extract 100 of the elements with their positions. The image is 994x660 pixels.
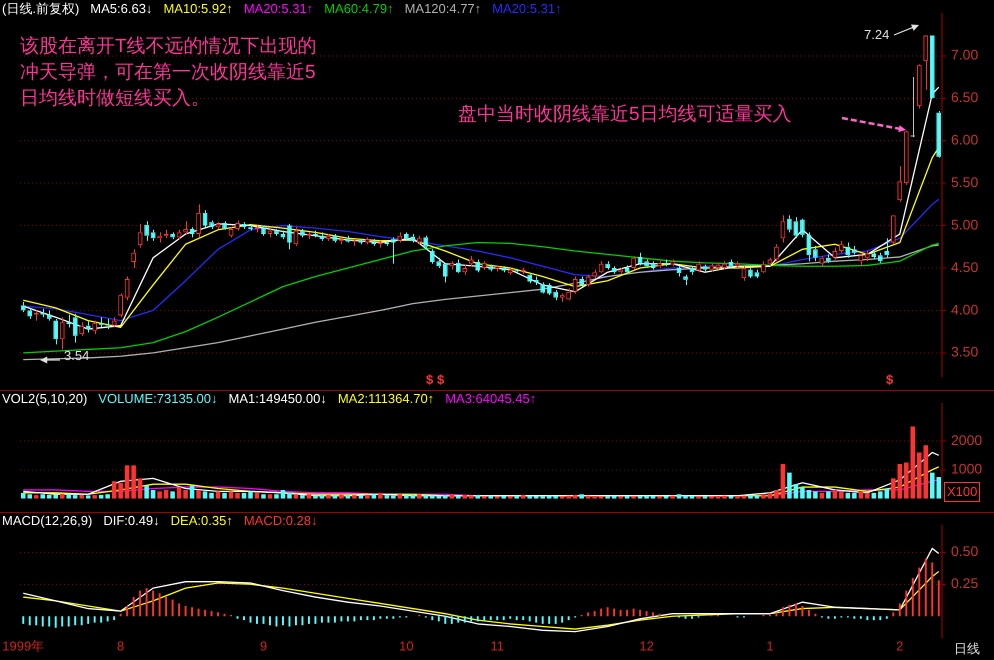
text: VOLUME:73135.00↓ — [98, 391, 218, 406]
bar — [754, 496, 760, 499]
bar — [501, 496, 506, 499]
text: X100 — [944, 482, 980, 502]
bar — [852, 492, 857, 499]
bar — [624, 496, 630, 499]
bar — [216, 491, 220, 499]
candlestick — [638, 252, 642, 266]
candlestick — [650, 260, 656, 270]
candlestick — [780, 214, 786, 244]
bar — [514, 496, 519, 499]
annotation: 该股在离开T线不远的情况下出现的冲天导弹，可在第一次收阴线靠近5日均线时做短线买入。 — [20, 35, 318, 111]
candlestick — [53, 318, 58, 345]
candlestick — [222, 220, 227, 230]
bar — [131, 465, 136, 499]
bar — [261, 494, 266, 499]
candlestick — [696, 260, 701, 273]
candlestick — [897, 166, 902, 202]
x-tick-label: 12 — [639, 638, 654, 654]
bar — [66, 494, 71, 499]
text: MA1:149450.00↓ — [228, 391, 327, 406]
text: MA5:6.63↓ — [90, 1, 152, 16]
bar — [98, 494, 104, 499]
bar — [456, 496, 461, 499]
bar — [34, 495, 39, 499]
bar — [566, 496, 571, 499]
y-tick-label: 6.00 — [951, 132, 978, 148]
x-tick-label: 9 — [260, 638, 268, 654]
candlestick — [722, 260, 727, 270]
text: MA10:5.92↑ — [163, 1, 233, 16]
bar — [358, 496, 364, 499]
bar — [761, 494, 766, 499]
candlestick — [20, 301, 26, 313]
candlestick — [144, 220, 149, 242]
bar — [118, 482, 123, 499]
bar — [520, 495, 526, 499]
x-tick-label: 1999年 — [2, 638, 44, 654]
y-tick-label: 5.50 — [951, 174, 978, 190]
text: MA2:111364.70↑ — [338, 391, 434, 406]
bar — [917, 452, 922, 499]
candlestick — [768, 257, 772, 267]
bar — [904, 462, 909, 499]
text: MA20:5.31↑ — [492, 1, 562, 16]
candlestick — [553, 290, 558, 301]
bar — [378, 492, 383, 499]
candlestick — [404, 232, 409, 242]
bar — [676, 494, 682, 499]
bar — [872, 492, 876, 499]
bar — [806, 490, 812, 499]
text: MA60:4.79↑ — [324, 1, 394, 16]
bar — [306, 494, 312, 499]
bar — [287, 492, 292, 499]
bar — [820, 492, 824, 499]
candlestick — [475, 258, 480, 273]
bar — [800, 487, 805, 499]
bar — [320, 494, 324, 499]
bar — [787, 472, 792, 499]
candlestick — [592, 269, 597, 279]
bar — [930, 472, 935, 499]
y-tick-label: 2000 — [951, 432, 982, 448]
annotation: 7.24 — [864, 27, 890, 43]
candlestick — [235, 220, 240, 232]
candlestick — [150, 229, 156, 242]
bar — [742, 496, 746, 499]
bar — [40, 494, 45, 499]
bar — [728, 496, 734, 499]
candlestick — [683, 274, 688, 286]
bar — [586, 496, 590, 499]
candlestick — [196, 204, 201, 238]
candlestick — [884, 238, 890, 258]
candlestick — [690, 266, 694, 276]
text: MACD:0.28↓ — [244, 513, 318, 528]
bar — [209, 492, 214, 499]
x-tick-label: 2 — [896, 638, 904, 654]
bar — [138, 478, 142, 499]
bar — [417, 494, 422, 499]
candlestick — [871, 250, 876, 260]
candlestick — [398, 232, 402, 244]
bar — [313, 496, 318, 499]
bar — [891, 478, 896, 499]
candlestick — [157, 232, 162, 244]
candlestick — [761, 260, 766, 274]
candlestick — [60, 316, 65, 350]
candlestick — [754, 269, 760, 279]
candlestick — [904, 130, 909, 186]
bar — [112, 481, 116, 499]
bar — [670, 496, 675, 499]
bar — [923, 445, 928, 499]
bar — [475, 495, 480, 499]
bar — [424, 495, 428, 499]
bar — [884, 488, 890, 499]
chart-title: MACD(12,26,9) — [2, 513, 92, 528]
bar — [346, 495, 350, 499]
candlestick — [320, 232, 324, 242]
bar — [124, 465, 130, 499]
bar — [222, 492, 227, 499]
candlestick — [676, 266, 682, 277]
candlestick — [410, 234, 416, 244]
bar — [20, 492, 26, 499]
bar — [878, 491, 883, 499]
